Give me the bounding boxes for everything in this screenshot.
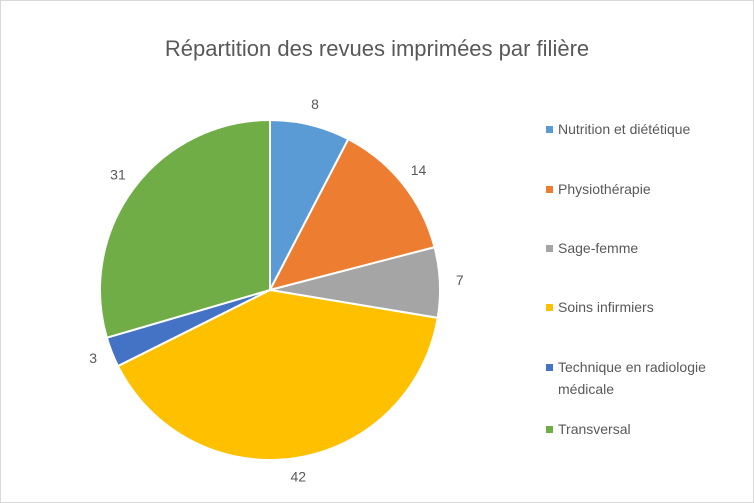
legend-item: Technique en radiologie médicale xyxy=(546,356,746,400)
legend-item: Transversal xyxy=(546,418,746,440)
legend-item: Sage-femme xyxy=(546,237,746,259)
data-label: 42 xyxy=(291,469,307,485)
legend-item: Nutrition et diététique xyxy=(546,118,746,140)
data-label: 14 xyxy=(411,162,427,178)
data-label: 7 xyxy=(456,272,464,288)
legend-swatch xyxy=(546,126,553,133)
legend-swatch xyxy=(546,304,553,311)
pie-slice xyxy=(116,288,439,461)
legend-swatch xyxy=(546,186,553,193)
legend-label: Nutrition et diététique xyxy=(558,121,691,137)
legend-label: Soins infirmiers xyxy=(558,299,654,315)
legend-item: Soins infirmiers xyxy=(546,296,746,318)
chart-title: Répartition des revues imprimées par fil… xyxy=(165,36,589,61)
legend-label: Sage-femme xyxy=(558,240,639,256)
legend-label: Physiothérapie xyxy=(558,181,651,197)
legend-swatch xyxy=(546,426,553,433)
data-label: 8 xyxy=(311,96,319,112)
legend-label: Technique en radiologie médicale xyxy=(558,359,706,397)
data-label: 31 xyxy=(110,167,126,183)
legend-label: Transversal xyxy=(558,421,631,437)
pie-slice xyxy=(268,137,436,292)
pie-slice xyxy=(99,118,271,339)
legend-swatch xyxy=(546,364,553,371)
legend-item: Physiothérapie xyxy=(546,178,746,200)
data-label: 3 xyxy=(89,350,97,366)
legend-swatch xyxy=(546,245,553,252)
